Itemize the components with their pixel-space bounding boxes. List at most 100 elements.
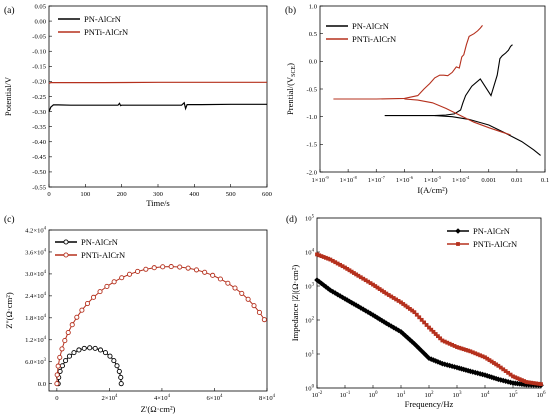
data-point — [457, 345, 462, 350]
data-point — [332, 290, 339, 296]
y-tick-label: 103 — [305, 282, 315, 290]
y-tick-label: -0.30 — [32, 109, 46, 116]
data-point — [251, 303, 257, 309]
y-axis-label: Potential/V — [3, 76, 13, 116]
data-point — [92, 345, 98, 351]
data-point — [412, 310, 417, 315]
x-tick-label: 1×10-7 — [368, 175, 385, 184]
series-line — [316, 253, 542, 385]
data-point — [428, 356, 435, 362]
data-point — [480, 354, 485, 359]
data-point — [489, 359, 494, 364]
data-point — [385, 321, 392, 328]
x-tick-label: 1×10-9 — [311, 175, 328, 184]
data-point — [464, 347, 468, 352]
y-tick-label: -1.0 — [307, 114, 318, 121]
series-line — [404, 98, 511, 136]
series-line — [56, 266, 265, 384]
data-point — [405, 305, 410, 310]
data-point — [473, 351, 478, 356]
data-point — [356, 273, 361, 278]
data-point — [373, 284, 378, 288]
data-point — [440, 338, 445, 343]
x-tick-label: 101 — [397, 391, 407, 399]
data-point — [445, 340, 450, 345]
data-point — [513, 375, 518, 380]
data-point — [342, 296, 348, 302]
y-axis-label: Z''(Ω·cm²) — [4, 292, 14, 329]
y-tick-label: -0.50 — [32, 169, 46, 176]
data-point — [345, 266, 350, 271]
data-point — [390, 324, 397, 331]
data-point — [402, 332, 409, 339]
data-point — [330, 258, 335, 263]
data-point — [403, 303, 408, 308]
data-point — [371, 282, 375, 287]
data-point — [475, 352, 480, 357]
x-tick-label: 0.01 — [511, 177, 523, 184]
data-point — [502, 378, 509, 384]
data-point — [151, 265, 157, 271]
data-point — [324, 255, 328, 260]
data-point — [367, 310, 374, 317]
legend: PN-AlCrN PNTi-AlCrN — [447, 226, 517, 249]
y-tick-label: 0.0 — [38, 381, 47, 388]
series-line — [48, 101, 267, 112]
y-tick-label: -0.55 — [32, 184, 46, 191]
data-point — [57, 354, 63, 360]
y-tick-label: 1.2×104 — [25, 336, 47, 344]
data-point — [375, 285, 380, 290]
data-point — [65, 329, 71, 336]
data-point — [432, 358, 439, 364]
panel-label: (c) — [4, 214, 15, 225]
data-point — [384, 291, 389, 296]
data-point — [361, 276, 366, 281]
panel-c: (c) 0 2×104 4×104 6×104 8×104 0.0 6.0×103 1.2×10… — [4, 214, 276, 414]
data-point — [419, 317, 424, 322]
x-tick-label: 6×104 — [207, 394, 224, 402]
data-point — [358, 275, 363, 280]
data-point — [62, 338, 68, 344]
data-point — [66, 353, 73, 359]
plot-frame — [48, 229, 268, 392]
data-point — [143, 266, 149, 272]
y-tick-label: 0.05 — [34, 3, 46, 10]
data-point — [326, 256, 331, 261]
y-tick-label: 102 — [305, 316, 315, 324]
data-point — [217, 276, 223, 282]
data-point — [400, 330, 407, 337]
x-tick-label: 106 — [537, 391, 547, 399]
data-point — [84, 300, 91, 307]
data-point — [210, 272, 216, 278]
data-point — [81, 345, 87, 351]
data-point — [343, 265, 347, 270]
data-point — [55, 363, 61, 369]
data-point — [456, 365, 463, 371]
data-point — [54, 381, 60, 387]
y-tick-label: -0.35 — [32, 124, 46, 131]
y-tick-label: -0.15 — [32, 64, 46, 71]
y-axis-label: Impedance |Z|(Ω·cm²) — [290, 265, 300, 342]
x-tick-label: 400 — [189, 191, 200, 198]
series-line — [384, 44, 513, 117]
data-point — [524, 380, 529, 384]
y-tick-label: 100 — [305, 384, 315, 392]
data-point — [450, 342, 455, 347]
data-point — [111, 279, 117, 285]
y-tick-label: -1.5 — [307, 142, 318, 149]
data-point — [344, 297, 351, 303]
x-tick-label: 0 — [47, 191, 51, 198]
panel-label: (a) — [4, 5, 15, 16]
x-axis-label: I(A/cm²) — [417, 185, 447, 195]
y-tick-label: -0.25 — [32, 94, 46, 101]
data-point — [54, 372, 60, 378]
x-tick-label: 600 — [262, 191, 273, 198]
data-point — [333, 260, 338, 265]
data-point — [520, 378, 524, 383]
data-point — [470, 350, 475, 355]
legend-label: PN-AlCrN — [81, 237, 118, 247]
series-line — [434, 115, 541, 156]
y-tick-label: 4.2×104 — [25, 226, 47, 234]
x-tick-label: 0.001 — [481, 177, 496, 184]
